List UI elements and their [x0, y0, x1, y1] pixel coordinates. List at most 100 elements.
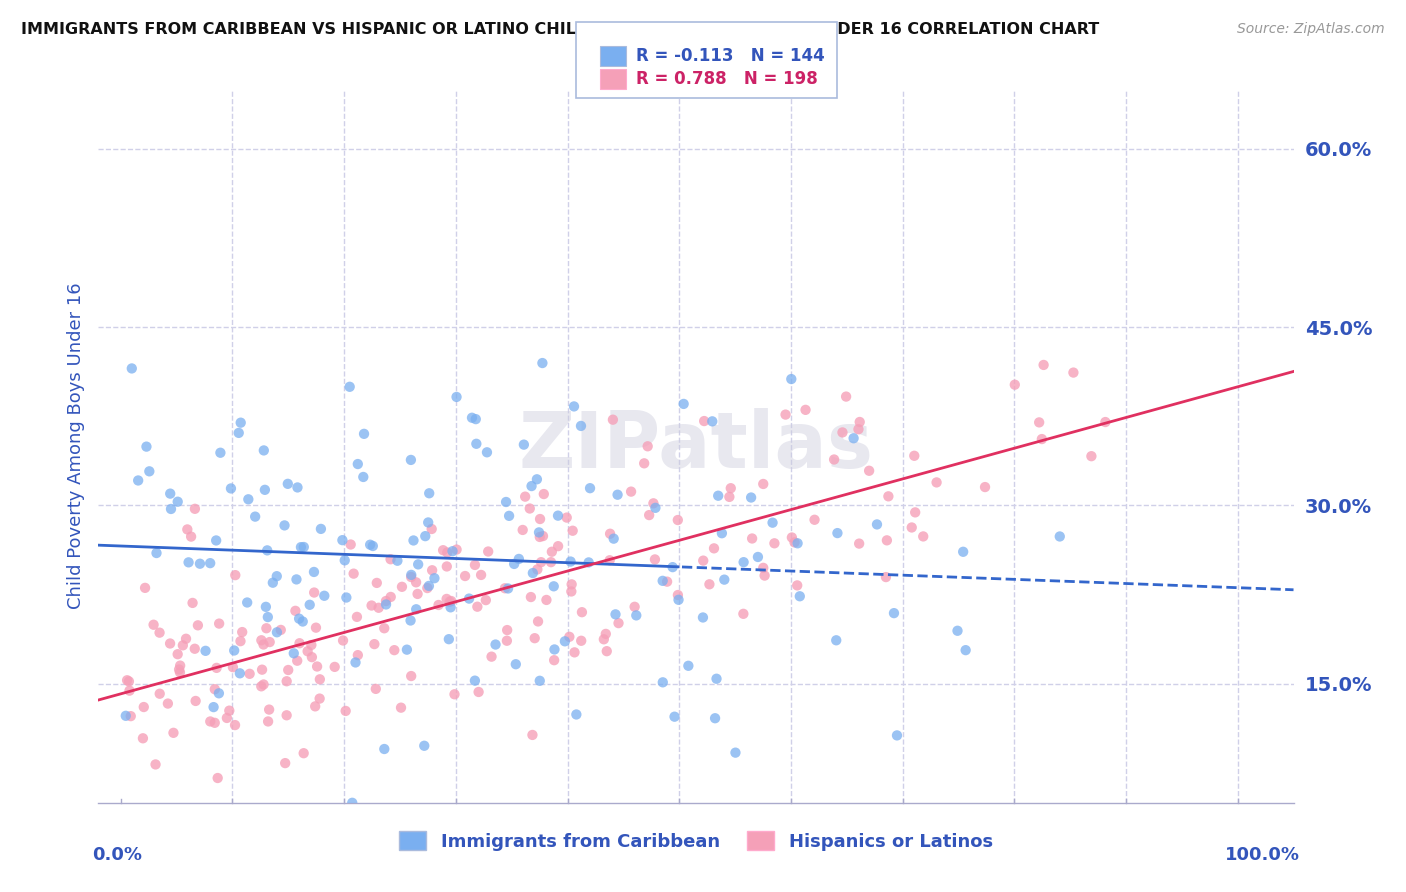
Point: [529, 530, 551, 544]
Point: [332, 533, 354, 548]
Point: [252, 638, 274, 652]
Point: [579, 481, 602, 495]
Point: [347, 648, 370, 662]
Text: 0.0%: 0.0%: [93, 846, 142, 863]
Point: [160, 502, 183, 516]
Point: [458, 591, 481, 606]
Point: [666, 513, 689, 527]
Point: [297, 644, 319, 658]
Point: [481, 649, 503, 664]
Point: [228, 425, 250, 440]
Point: [562, 400, 585, 414]
Text: R = 0.788   N = 198: R = 0.788 N = 198: [636, 70, 817, 88]
Point: [825, 633, 848, 648]
Point: [120, 709, 142, 723]
Point: [547, 508, 569, 523]
Point: [835, 390, 858, 404]
Point: [184, 501, 207, 516]
Point: [823, 452, 845, 467]
Point: [733, 555, 755, 569]
Point: [467, 685, 489, 699]
Point: [284, 604, 307, 618]
Point: [301, 650, 323, 665]
Point: [314, 589, 336, 603]
Point: [520, 479, 543, 493]
Point: [876, 533, 898, 548]
Point: [848, 422, 870, 436]
Point: [207, 771, 229, 785]
Point: [733, 607, 755, 621]
Point: [416, 581, 439, 595]
Point: [672, 397, 695, 411]
Point: [747, 549, 769, 564]
Point: [540, 555, 562, 569]
Point: [423, 571, 446, 585]
Point: [446, 390, 468, 404]
Point: [127, 474, 149, 488]
Point: [848, 415, 870, 429]
Point: [208, 616, 231, 631]
Point: [224, 643, 246, 657]
Point: [475, 593, 498, 607]
Point: [702, 414, 724, 428]
Point: [529, 512, 551, 526]
Point: [794, 402, 817, 417]
Point: [427, 598, 450, 612]
Point: [121, 361, 143, 376]
Point: [644, 500, 666, 515]
Point: [515, 490, 537, 504]
Point: [607, 616, 630, 631]
Point: [543, 653, 565, 667]
Point: [1094, 415, 1116, 429]
Point: [543, 579, 565, 593]
Point: [202, 700, 225, 714]
Point: [256, 610, 278, 624]
Point: [605, 607, 627, 622]
Point: [166, 647, 188, 661]
Point: [530, 555, 553, 569]
Point: [148, 625, 170, 640]
Point: [437, 632, 460, 647]
Point: [399, 669, 422, 683]
Point: [692, 610, 714, 624]
Point: [118, 683, 141, 698]
Point: [305, 621, 328, 635]
Point: [405, 602, 427, 616]
Point: [477, 544, 499, 558]
Point: [644, 552, 666, 566]
Point: [436, 591, 458, 606]
Point: [436, 559, 458, 574]
Point: [187, 618, 209, 632]
Point: [912, 529, 935, 543]
Point: [257, 714, 280, 729]
Point: [523, 631, 546, 645]
Point: [461, 410, 484, 425]
Point: [418, 579, 440, 593]
Point: [496, 623, 519, 637]
Point: [561, 577, 583, 591]
Point: [229, 416, 252, 430]
Point: [623, 599, 645, 614]
Point: [831, 425, 853, 440]
Point: [703, 541, 725, 556]
Point: [361, 539, 384, 553]
Point: [395, 642, 418, 657]
Point: [389, 700, 412, 714]
Point: [142, 617, 165, 632]
Point: [633, 456, 655, 470]
Point: [224, 568, 246, 582]
Point: [467, 599, 489, 614]
Point: [564, 645, 586, 659]
Point: [602, 412, 624, 426]
Point: [399, 614, 422, 628]
Point: [373, 742, 395, 756]
Point: [309, 522, 332, 536]
Point: [661, 560, 683, 574]
Point: [464, 412, 486, 426]
Point: [205, 661, 228, 675]
Point: [367, 600, 389, 615]
Point: [886, 728, 908, 742]
Point: [363, 637, 385, 651]
Point: [569, 419, 592, 434]
Point: [256, 543, 278, 558]
